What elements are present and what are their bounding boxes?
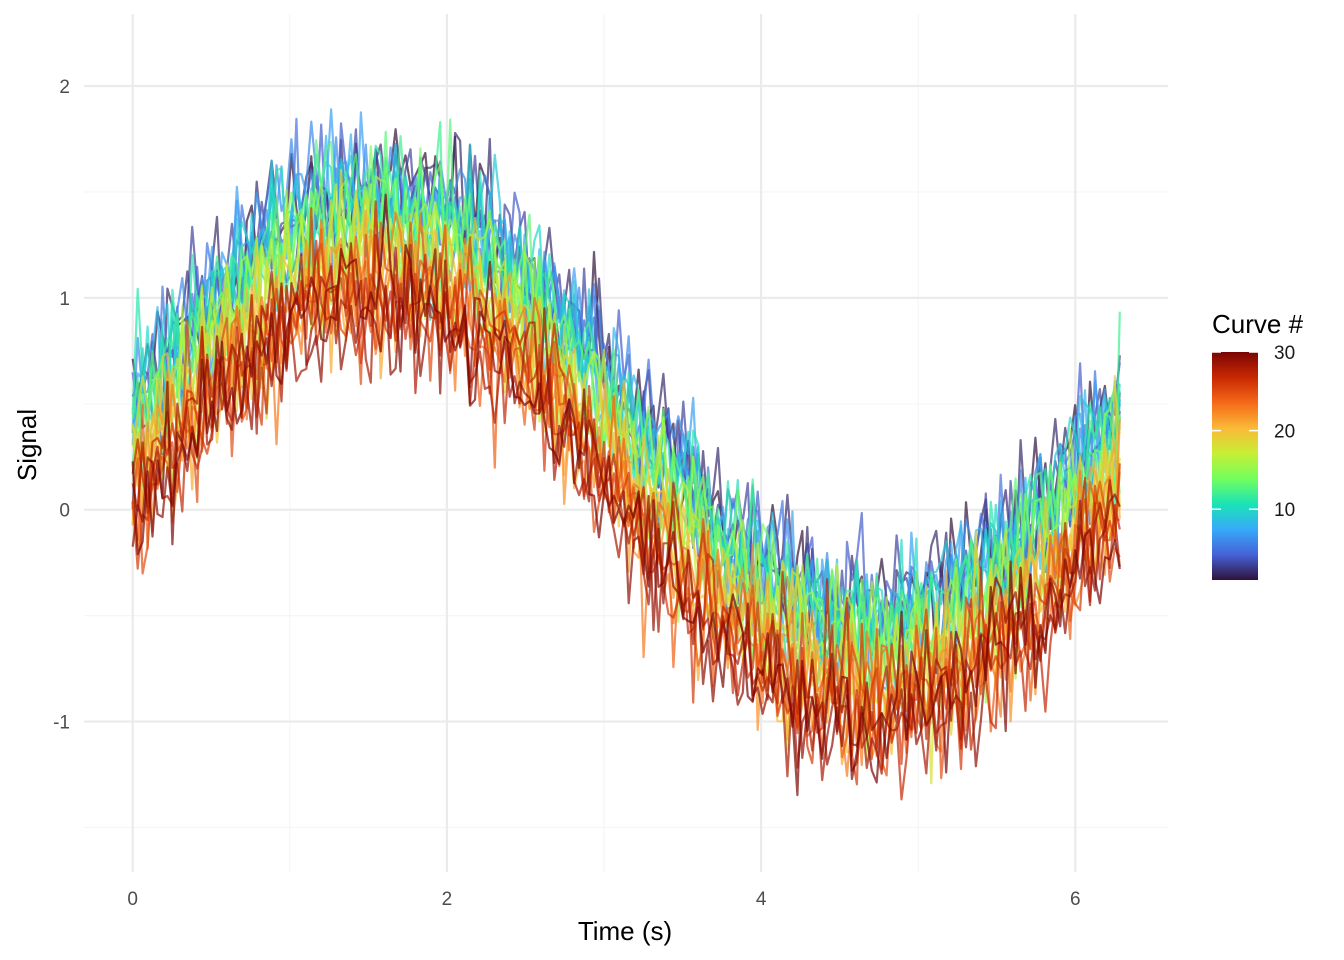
series-line-30: [131, 193, 1121, 797]
y-tick-label: 1: [59, 289, 70, 310]
y-axis-title: Signal: [12, 409, 42, 481]
x-axis-title: Time (s): [578, 916, 672, 946]
y-axis-ticks: -1 0 1 2: [53, 77, 70, 734]
x-axis-ticks: 0 2 4 6: [127, 889, 1080, 910]
x-tick-label: 6: [1070, 889, 1081, 910]
y-tick-label: 2: [59, 77, 70, 98]
series-lines: [131, 108, 1121, 801]
series-line-29: [131, 248, 1121, 768]
colorbar: [1212, 352, 1258, 580]
colorbar-tick-label: 10: [1274, 500, 1295, 521]
legend-title: Curve #: [1212, 309, 1304, 339]
x-tick-label: 0: [127, 889, 138, 910]
x-tick-label: 2: [442, 889, 453, 910]
x-tick-label: 4: [756, 889, 767, 910]
y-tick-label: 0: [59, 501, 70, 522]
colorbar-tick-label: 30: [1274, 343, 1295, 364]
colorbar-ticks: 10 20 30: [1212, 343, 1295, 521]
y-tick-label: -1: [53, 713, 70, 734]
colorbar-tick-label: 20: [1274, 422, 1295, 443]
colorbar-legend: Curve # 10 20 30: [1212, 309, 1304, 580]
